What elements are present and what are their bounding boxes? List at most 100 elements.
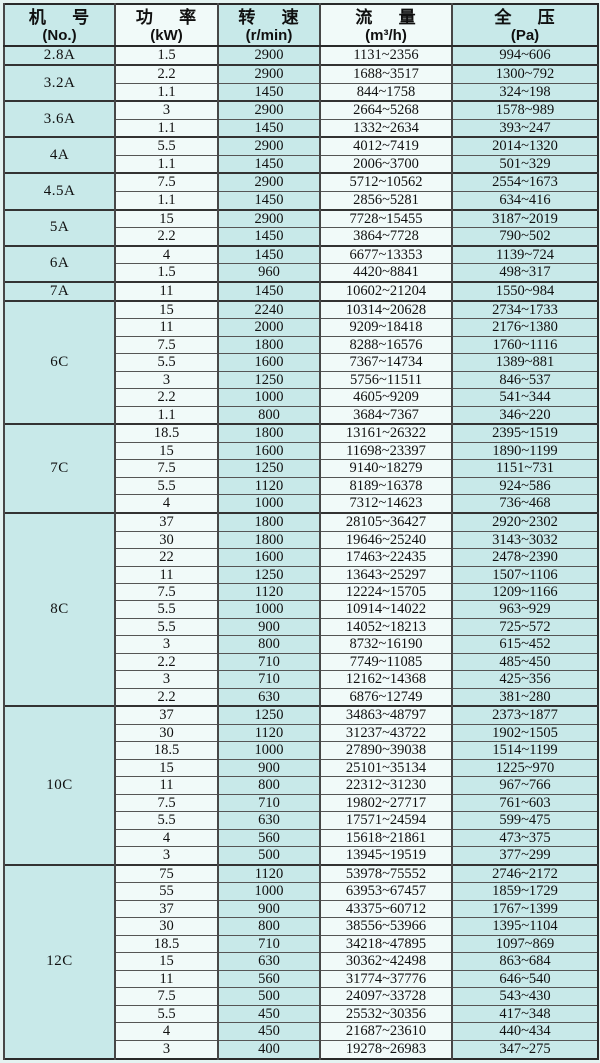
model-cell: 3.2A [3,64,116,102]
power-cell: 15 [114,208,219,229]
pressure-cell: 324~198 [451,82,599,102]
col-header-model-title: 机 号 [28,8,91,27]
spec-row: 6A 4 1450 6677~13353 1139~724 [3,244,599,283]
power-cell: 3 [114,100,219,120]
spec-row: 3 400 19278~26983 347~275 [4,1039,599,1060]
spec-row: 3 1250 5756~11511 846~537 [4,370,599,390]
flow-cell: 1688~3517 [319,64,453,84]
power-cell: 37 [114,511,219,532]
spec-row: 2.2 630 6876~12749 381~280 [4,687,599,707]
speed-cell: 800 [217,776,321,795]
power-cell: 18.5 [114,741,219,760]
spec-row: 3.6A 3 2900 2664~5268 1578~989 [3,100,599,138]
spec-row: 3 710 12162~14368 425~356 [4,670,599,689]
power-cell: 7.5 [114,582,219,602]
flow-cell: 21687~23610 [319,1022,453,1041]
flow-cell: 30362~42498 [319,952,453,971]
spec-row: 2.8A 1.5 2900 1131~2356 994~606 [3,44,599,66]
spec-row: 7.5 710 19802~27717 761~603 [4,793,599,813]
power-cell: 7.5 [114,793,219,813]
flow-cell: 2856~5281 [319,191,453,211]
model-cell: 8C [3,511,116,707]
flow-cell: 9209~18418 [319,318,453,337]
flow-cell: 11698~23397 [319,441,453,461]
spec-table-body: 2.8A 1.5 2900 1131~2356 994~606 3.2A 2.2 2900 16… [3,44,599,1060]
speed-cell: 560 [217,828,321,848]
power-cell: 15 [114,299,219,320]
speed-cell: 800 [217,405,321,425]
spec-row: 10C 37 1250 34863~48797 2373~1877 [3,705,599,866]
speed-cell: 900 [217,617,321,637]
spec-row: 55 1000 63953~67457 1859~1729 [4,882,599,901]
spec-row: 5.5 450 25532~30356 417~348 [4,1004,599,1024]
speed-cell: 1600 [217,441,321,461]
power-cell: 4 [114,494,219,514]
col-header-flow: 流 量 (m³/h) [319,3,453,47]
power-cell: 2.2 [114,227,219,247]
spec-row: 11 2000 9209~18418 2176~1380 [4,318,599,337]
pressure-cell: 1507~1106 [451,565,599,585]
col-header-pressure-unit: (Pa) [510,27,540,44]
power-cell: 3 [114,635,219,654]
pressure-cell: 2478~2390 [451,548,599,567]
flow-cell: 4012~7419 [319,136,453,156]
flow-cell: 13643~25297 [319,565,453,585]
power-cell: 30 [114,917,219,936]
flow-cell: 17571~24594 [319,811,453,830]
spec-row: 3 500 13945~19519 377~299 [4,846,599,866]
flow-cell: 12224~15705 [319,582,453,602]
pressure-cell: 473~375 [451,828,599,848]
power-cell: 1.1 [114,191,219,211]
power-cell: 11 [114,318,219,337]
power-cell: 1.1 [114,405,219,425]
flow-cell: 31774~37776 [319,969,453,989]
pressure-cell: 599~475 [451,811,599,830]
speed-cell: 1450 [217,191,321,211]
pressure-cell: 646~540 [451,969,599,989]
spec-row: 18.5 710 34218~47895 1097~869 [4,934,599,954]
flow-cell: 5712~10562 [319,172,453,193]
speed-cell: 1600 [217,548,321,567]
pressure-cell: 1225~970 [451,758,599,778]
power-cell: 5.5 [114,353,219,372]
spec-row: 5.5 1600 7367~14734 1389~881 [4,353,599,372]
pressure-cell: 3187~2019 [451,208,599,229]
power-cell: 7.5 [114,987,219,1006]
pressure-cell: 863~684 [451,952,599,971]
power-cell: 55 [114,882,219,901]
table-header: 机 号 (No.) 功 率 (kW) 转 速 (r/min) 流 量 (m³/h… [3,3,599,47]
power-cell: 3 [114,370,219,390]
speed-cell: 1120 [217,723,321,743]
flow-cell: 24097~33728 [319,987,453,1006]
model-cell: 4A [3,136,116,174]
flow-cell: 7749~11085 [319,652,453,672]
flow-cell: 6876~12749 [319,687,453,707]
power-cell: 5.5 [114,476,219,496]
spec-row: 4.5A 7.5 2900 5712~10562 2554~1673 [3,172,599,211]
pressure-cell: 1767~1399 [451,899,599,919]
model-cell: 10C [3,705,116,866]
model-cell: 6A [3,244,116,283]
power-cell: 7.5 [114,459,219,478]
speed-cell: 1120 [217,582,321,602]
model-cell: 3.6A [3,100,116,138]
speed-cell: 1450 [217,227,321,247]
pressure-cell: 1389~881 [451,353,599,372]
pressure-cell: 501~329 [451,154,599,174]
col-header-flow-title: 流 量 [355,8,417,27]
power-cell: 2.2 [114,652,219,672]
flow-cell: 8288~16576 [319,335,453,355]
col-header-speed-unit: (r/min) [245,27,293,44]
speed-cell: 1600 [217,353,321,372]
speed-cell: 1000 [217,741,321,760]
model-cell: 6C [3,299,116,425]
pressure-cell: 1139~724 [451,244,599,265]
pressure-cell: 2554~1673 [451,172,599,193]
col-header-power-unit: (kW) [150,27,183,44]
pressure-cell: 425~356 [451,670,599,689]
pressure-cell: 790~502 [451,227,599,247]
col-header-power: 功 率 (kW) [114,3,219,47]
pressure-cell: 924~586 [451,476,599,496]
spec-row: 11 560 31774~37776 646~540 [4,969,599,989]
flow-cell: 7367~14734 [319,353,453,372]
